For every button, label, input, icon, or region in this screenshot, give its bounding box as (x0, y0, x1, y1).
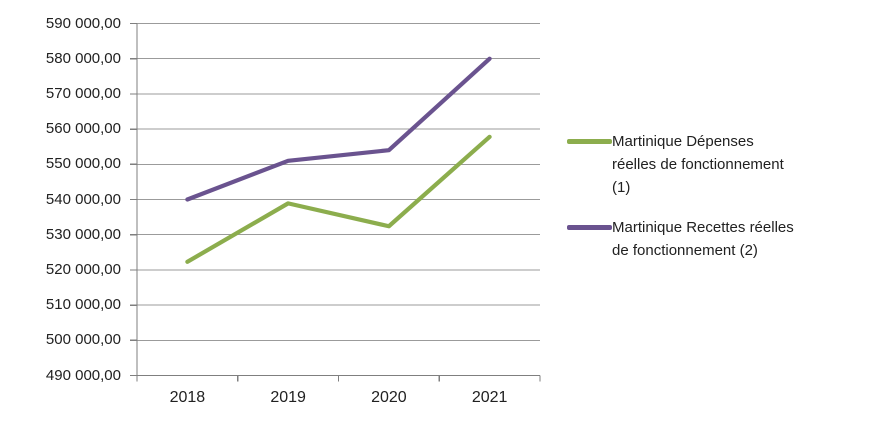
y-tick-label: 510 000,00 (45, 296, 121, 314)
legend-item-recettes: Martinique Recettes réelles de fonctionne… (567, 216, 857, 262)
series-line-1 (185, 56, 492, 202)
legend-swatch-recettes-line (567, 225, 612, 230)
x-tick-label: 2020 (371, 389, 407, 406)
legend-label-depenses: Martinique Dépenses réelles de fonctionne… (612, 133, 784, 196)
x-tick-label: 2021 (471, 389, 508, 406)
y-tick-label: 560 000,00 (45, 120, 121, 138)
legend-swatch-depenses-line (567, 139, 612, 144)
y-tick-label: 540 000,00 (45, 190, 121, 208)
series-line-0 (185, 134, 492, 264)
y-tick-label: 490 000,00 (45, 366, 121, 384)
legend-label-recettes: Martinique Recettes réelles de fonctionne… (612, 219, 794, 259)
legend: Martinique Dépenses réelles de fonctionne… (567, 130, 857, 279)
y-tick-label: 550 000,00 (45, 155, 121, 173)
x-tick-label: 2018 (169, 389, 206, 406)
y-tick-label: 580 000,00 (45, 49, 121, 67)
y-tick-label: 500 000,00 (45, 331, 121, 349)
y-tick-label: 530 000,00 (45, 225, 121, 243)
legend-item-depenses: Martinique Dépenses réelles de fonctionne… (567, 130, 857, 199)
y-tick-label: 520 000,00 (45, 260, 121, 278)
y-tick-label: 570 000,00 (45, 84, 121, 102)
y-tick-label: 590 000,00 (45, 14, 121, 32)
x-tick-label: 2019 (270, 389, 306, 406)
